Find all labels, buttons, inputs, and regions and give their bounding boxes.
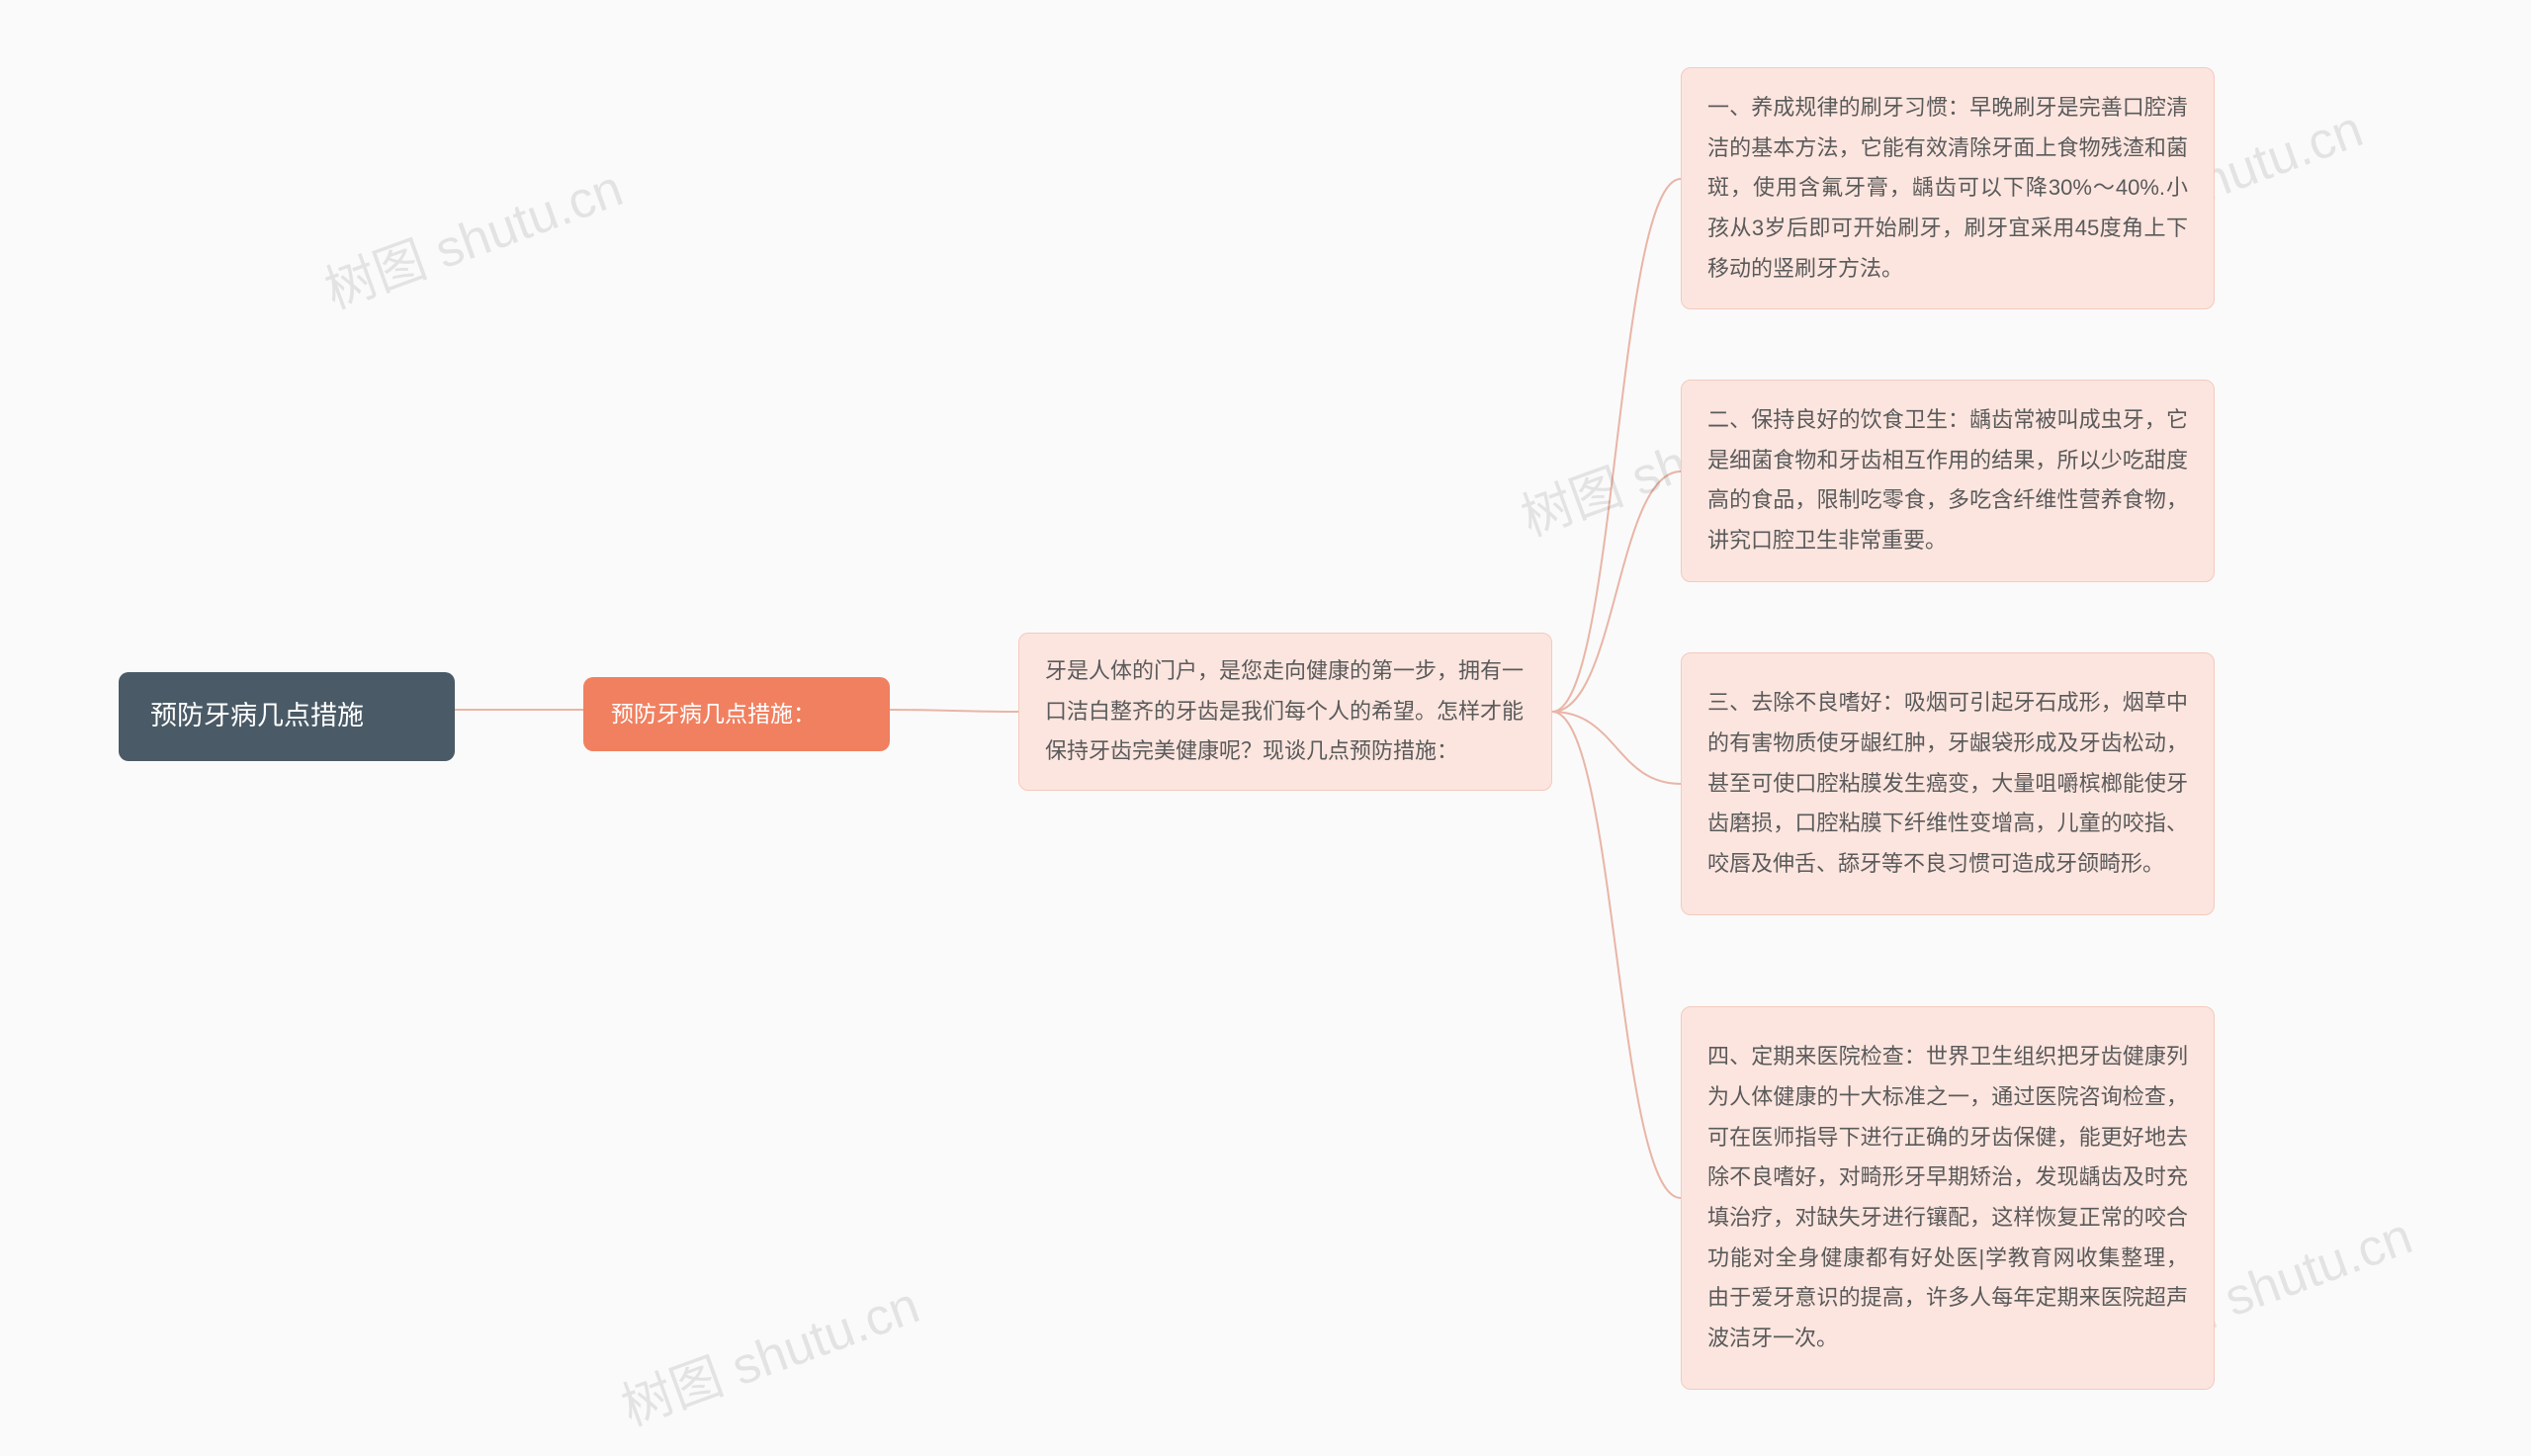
leaf-node: 一、养成规律的刷牙习惯：早晚刷牙是完善口腔清洁的基本方法，它能有效清除牙面上食物… (1681, 67, 2215, 309)
mindmap-canvas: 树图 shutu.cn树图 shutu.cn树图 shutu.cn树图 shut… (0, 0, 2531, 1456)
leaf-node: 二、保持良好的饮食卫生：龋齿常被叫成虫牙，它是细菌食物和牙齿相互作用的结果，所以… (1681, 380, 2215, 582)
leaf-node: 四、定期来医院检查：世界卫生组织把牙齿健康列为人体健康的十大标准之一，通过医院咨… (1681, 1006, 2215, 1390)
intro-node: 牙是人体的门户，是您走向健康的第一步，拥有一口洁白整齐的牙齿是我们每个人的希望。… (1018, 633, 1552, 791)
branch-node: 预防牙病几点措施： (583, 677, 890, 751)
root-node: 预防牙病几点措施 (119, 672, 455, 761)
leaf-node: 三、去除不良嗜好：吸烟可引起牙石成形，烟草中的有害物质使牙龈红肿，牙龈袋形成及牙… (1681, 652, 2215, 915)
watermark: 树图 shutu.cn (313, 146, 632, 322)
watermark: 树图 shutu.cn (610, 1263, 928, 1439)
